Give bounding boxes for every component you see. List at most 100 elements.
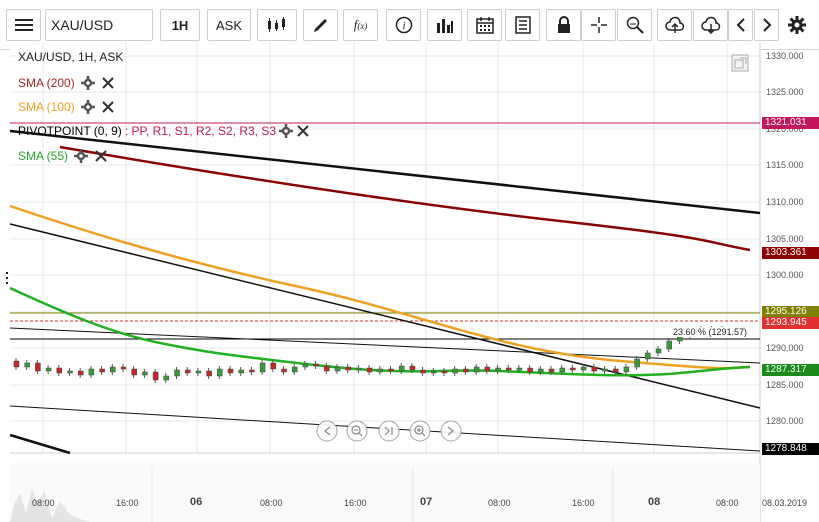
time-tick-label: 08:00 bbox=[32, 498, 55, 508]
close-icon[interactable] bbox=[101, 100, 115, 114]
sma100-line bbox=[9, 204, 751, 370]
close-icon[interactable] bbox=[101, 76, 115, 90]
timeframe-button[interactable]: 1H bbox=[160, 9, 200, 41]
symbol-selector[interactable]: XAU/USD bbox=[45, 9, 153, 41]
draw-button[interactable] bbox=[303, 9, 338, 41]
nav-zoom-out-button[interactable] bbox=[346, 420, 368, 442]
candle-body bbox=[174, 369, 180, 377]
price-type-label: ASK bbox=[215, 17, 242, 33]
gear-icon[interactable] bbox=[80, 76, 95, 90]
candle-body bbox=[67, 370, 73, 374]
candle-body bbox=[580, 366, 587, 371]
magnifier-icon bbox=[626, 16, 644, 34]
candle-body bbox=[495, 367, 501, 372]
close-icon[interactable] bbox=[94, 149, 108, 163]
scroll-right-button[interactable] bbox=[754, 9, 779, 41]
chart-title: XAU/USD, 1H, ASK bbox=[18, 50, 124, 64]
candle-body bbox=[645, 352, 651, 360]
chart-type-button[interactable] bbox=[257, 9, 297, 41]
chart-canvas[interactable] bbox=[0, 43, 819, 522]
close-icon[interactable] bbox=[296, 124, 310, 138]
legend-sma55: SMA (55) bbox=[18, 149, 108, 163]
candle-body bbox=[24, 362, 30, 368]
calendar-icon bbox=[475, 17, 494, 34]
crosshair-button[interactable] bbox=[581, 9, 616, 41]
time-tick-label: 06 bbox=[190, 496, 203, 508]
nav-left-button[interactable] bbox=[316, 420, 338, 442]
trendline-bottom bbox=[9, 433, 71, 455]
candle-body bbox=[77, 370, 84, 376]
candle-body bbox=[666, 340, 672, 350]
gear-icon[interactable] bbox=[279, 124, 294, 138]
download-button[interactable] bbox=[693, 9, 728, 41]
candle-body bbox=[35, 362, 41, 372]
candle-body bbox=[217, 368, 223, 377]
volume-button[interactable] bbox=[427, 9, 462, 41]
gear-icon[interactable] bbox=[74, 149, 89, 163]
candle-body bbox=[388, 368, 394, 372]
candle-body bbox=[634, 358, 640, 368]
zoom-button[interactable] bbox=[617, 9, 652, 41]
price-tick-label: 1290.000 bbox=[766, 343, 804, 353]
price-tick-label: 1280.000 bbox=[766, 416, 804, 426]
candle-body bbox=[291, 366, 298, 373]
time-tick-label: 16:00 bbox=[572, 498, 595, 508]
chevron-left-icon bbox=[736, 18, 745, 32]
pivot-levels-label: : PP, R1, S1, R2, S2, R3, S3 bbox=[124, 124, 277, 138]
candle-body bbox=[527, 367, 533, 373]
lock-button[interactable] bbox=[546, 9, 581, 41]
candles-icon bbox=[268, 17, 285, 32]
candle-body bbox=[366, 367, 373, 373]
price-type-button[interactable]: ASK bbox=[207, 9, 251, 41]
template-button[interactable] bbox=[505, 9, 540, 41]
info-button[interactable]: i bbox=[386, 9, 421, 41]
zoom-in-icon bbox=[414, 425, 424, 435]
candle-body bbox=[463, 368, 469, 373]
symbol-label: XAU/USD bbox=[51, 17, 114, 33]
nav-zoom-in-button[interactable] bbox=[409, 420, 431, 442]
price-tick-label: 1305.000 bbox=[766, 234, 804, 244]
cloud-download-icon bbox=[700, 16, 720, 34]
candle-body bbox=[420, 369, 426, 374]
info-icon: i bbox=[395, 16, 412, 34]
fib-label: 23.60 % (1291.57) bbox=[673, 327, 748, 337]
candle-body bbox=[591, 366, 598, 372]
price-tick-label: 1310.000 bbox=[766, 197, 804, 207]
chart-area[interactable]: XAU/USD, 1H, ASK SMA (200) SMA (100) PIV… bbox=[0, 43, 819, 522]
trendline-middle bbox=[9, 223, 761, 409]
timeframe-label: 1H bbox=[171, 17, 189, 33]
candle-body bbox=[473, 366, 480, 373]
time-tick-label: 16:00 bbox=[116, 498, 139, 508]
candle-body bbox=[570, 367, 576, 371]
menu-button[interactable] bbox=[6, 9, 41, 41]
calendar-button[interactable] bbox=[467, 9, 502, 41]
candle-body bbox=[516, 367, 523, 371]
candle-body bbox=[345, 366, 351, 371]
candle-body bbox=[655, 348, 662, 354]
trendline-thin bbox=[9, 327, 761, 364]
pivot-label: PIVOTPOINT (0, 9) bbox=[18, 124, 122, 138]
sma55-line bbox=[9, 286, 751, 377]
candle-body bbox=[238, 369, 244, 374]
price-tick-label: 1325.000 bbox=[766, 87, 804, 97]
gear-icon[interactable] bbox=[80, 100, 95, 114]
candle-body bbox=[398, 365, 405, 372]
popout-icon[interactable] bbox=[731, 54, 749, 72]
candle-body bbox=[602, 368, 608, 372]
settings-button[interactable] bbox=[787, 15, 807, 40]
indicators-button[interactable]: f(x) bbox=[343, 9, 378, 41]
nav-right-button[interactable] bbox=[440, 420, 462, 442]
candle-body bbox=[88, 368, 95, 376]
chevron-right-icon bbox=[762, 18, 771, 32]
function-icon: f(x) bbox=[353, 17, 368, 32]
drag-handle[interactable] bbox=[6, 272, 8, 284]
zoom-out-icon bbox=[351, 425, 361, 435]
candle-body bbox=[110, 366, 116, 373]
candle-body bbox=[612, 368, 619, 373]
sma200-label: SMA (200) bbox=[18, 76, 75, 90]
candle-body bbox=[195, 370, 202, 374]
candle-body bbox=[313, 363, 319, 367]
navigation-controls[interactable] bbox=[316, 420, 462, 442]
upload-button[interactable] bbox=[657, 9, 692, 41]
scroll-left-button[interactable] bbox=[728, 9, 753, 41]
